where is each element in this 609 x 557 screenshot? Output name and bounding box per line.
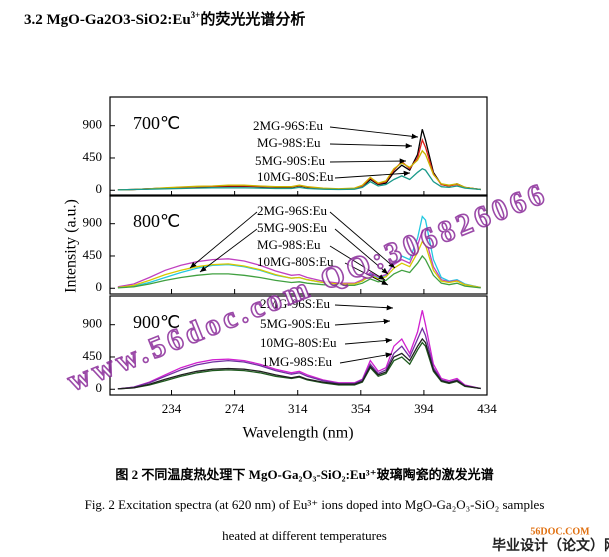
- panel-frame: [109, 96, 488, 197]
- series-label: 10MG-80S:Eu: [257, 169, 334, 184]
- arrow: [329, 158, 407, 164]
- arrow: [329, 126, 419, 139]
- series-label: 2MG-96S:Eu: [260, 296, 331, 311]
- series-label: 2MG-96S:Eu: [253, 118, 324, 133]
- arrow: [199, 228, 258, 273]
- y-tick-label: 450: [83, 247, 103, 262]
- arrow: [189, 211, 258, 269]
- series-label: 10MG-80S:Eu: [260, 335, 337, 350]
- y-tick-label: 0: [96, 279, 103, 294]
- heading-text: 3.2 MgO-Ga2O3-SiO2:Eu: [24, 12, 191, 28]
- series-label: MG-98S:Eu: [257, 237, 321, 252]
- y-tick-label: 450: [83, 348, 103, 363]
- series-label: 10MG-80S:Eu: [257, 254, 334, 269]
- arrow: [329, 211, 396, 269]
- y-tick-label: 900: [83, 316, 103, 331]
- series-label: MG-98S:Eu: [257, 135, 321, 150]
- heading-text: 的荧光光谱分析: [200, 12, 306, 28]
- x-tick-label: 314: [288, 401, 308, 416]
- x-axis-label: Wavelength (nm): [242, 425, 353, 442]
- y-tick-label: 0: [96, 181, 103, 196]
- series-line: [117, 337, 481, 390]
- heading-sup: 3+: [190, 10, 201, 20]
- y-axis-label: Intensity (a.u.): [63, 199, 80, 293]
- arrow: [334, 170, 411, 179]
- series-line: [117, 254, 481, 289]
- caption-cn: 图 2 不同温度热处理下 MgO-Ga₂O₃-SiO₂:Eu³⁺玻璃陶瓷的激发光…: [115, 467, 494, 482]
- series-label: 2MG-96S:Eu: [257, 203, 328, 218]
- y-tick-label: 0: [96, 380, 103, 395]
- arrow: [344, 337, 393, 345]
- arrow: [334, 318, 391, 326]
- arrow: [329, 245, 386, 281]
- panel-annotation: 900℃: [133, 312, 180, 332]
- x-tick-label: 394: [414, 401, 434, 416]
- series-line: [117, 149, 481, 191]
- arrow: [334, 228, 389, 275]
- y-tick-label: 900: [83, 215, 103, 230]
- series-line: [117, 229, 481, 289]
- series-label: 5MG-90S:Eu: [257, 220, 328, 235]
- logo-top: 56DOC.COM: [530, 526, 590, 537]
- x-tick-label: 274: [225, 401, 245, 416]
- series-line: [117, 167, 481, 191]
- y-tick-label: 450: [83, 149, 103, 164]
- arrow: [334, 304, 394, 311]
- x-tick-label: 354: [351, 401, 371, 416]
- series-line: [117, 326, 481, 390]
- panel-annotation: 800℃: [133, 211, 180, 231]
- arrow: [329, 143, 413, 149]
- y-tick-label: 900: [83, 117, 103, 132]
- series-label: 1MG-98S:Eu: [262, 354, 333, 369]
- series-label: 5MG-90S:Eu: [260, 316, 331, 331]
- series-line: [117, 240, 481, 289]
- panel-frame: [109, 194, 488, 295]
- caption-en: heated at different temperatures: [222, 528, 387, 543]
- logo-bottom: 毕业设计（论文）网: [492, 537, 609, 554]
- caption-en: Fig. 2 Excitation spectra (at 620 nm) of…: [84, 497, 545, 512]
- x-tick-label: 234: [162, 401, 182, 416]
- series-label: 5MG-90S:Eu: [255, 153, 326, 168]
- section-heading: 3.2 MgO-Ga2O3-SiO2:Eu3+的荧光光谱分析: [24, 8, 305, 29]
- x-tick-label: 434: [477, 401, 497, 416]
- arrow: [344, 262, 389, 286]
- panel-annotation: 700℃: [133, 113, 180, 133]
- arrow: [339, 352, 393, 364]
- panel-frame: [109, 295, 488, 396]
